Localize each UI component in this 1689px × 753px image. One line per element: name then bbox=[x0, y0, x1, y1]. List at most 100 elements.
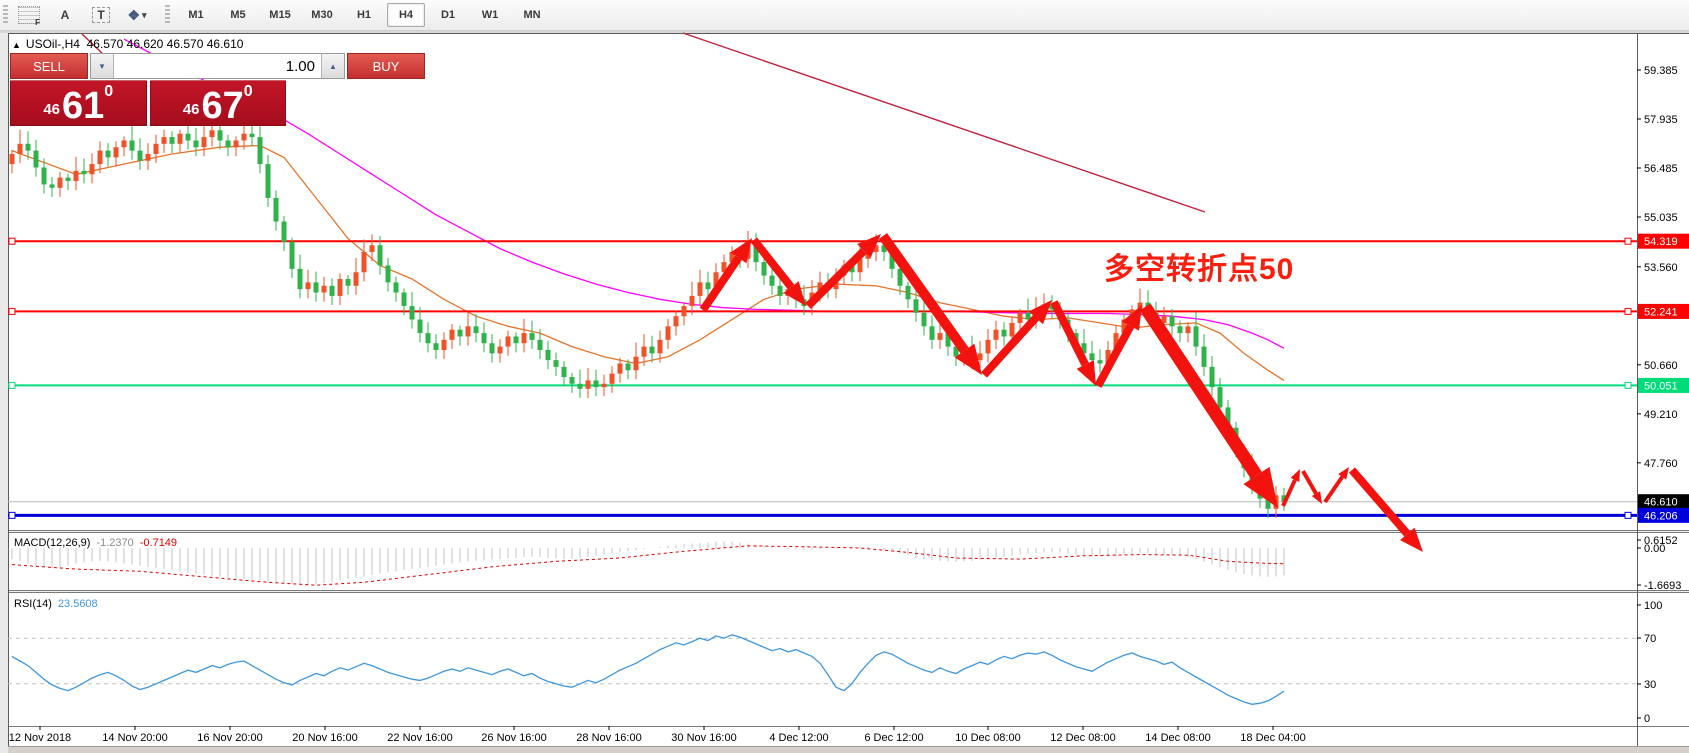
candle-body bbox=[97, 150, 103, 165]
arrow-head[interactable] bbox=[1028, 300, 1052, 325]
arrow-shaft[interactable] bbox=[1323, 475, 1344, 504]
arrow-shaft[interactable] bbox=[1348, 467, 1411, 537]
candle-body bbox=[641, 346, 647, 357]
pane-splitter[interactable] bbox=[8, 530, 1689, 533]
candle-body bbox=[929, 326, 935, 340]
arrow-head[interactable] bbox=[1311, 491, 1322, 504]
candle-body bbox=[1097, 360, 1103, 364]
candle-body bbox=[1105, 349, 1111, 364]
candle-body bbox=[33, 150, 39, 168]
line-handle[interactable] bbox=[1624, 511, 1632, 519]
timeframe-m5-button[interactable]: M5 bbox=[230, 9, 246, 21]
arrow-head[interactable] bbox=[857, 234, 881, 258]
sell-price-display[interactable]: 46 61 0 bbox=[10, 80, 147, 126]
toolbar: F A T ❖ ▾ M1 M5 M15 M30 H1 H4 D1 W1 MN bbox=[0, 0, 1689, 31]
candle-body bbox=[569, 377, 575, 384]
timeframe-h1-button[interactable]: H1 bbox=[356, 9, 372, 21]
arrow-shaft[interactable] bbox=[1139, 303, 1262, 480]
sell-button[interactable]: SELL bbox=[10, 53, 88, 79]
timeframe-w1-button[interactable]: W1 bbox=[481, 9, 499, 21]
arrow-head[interactable] bbox=[1122, 305, 1142, 331]
price-axis[interactable]: 59.385 57.935 56.485 55.035 53.560 50.660 49.2… bbox=[1637, 65, 1689, 725]
volume-increase-button[interactable]: ▲ bbox=[321, 54, 344, 78]
timeframe-m1-button[interactable]: M1 bbox=[188, 9, 204, 21]
text-box-button[interactable]: T bbox=[83, 3, 119, 27]
candle-body bbox=[17, 143, 23, 154]
price-highlight-label: 46.206 bbox=[1644, 510, 1678, 522]
candle-body bbox=[233, 140, 239, 148]
rsi-tick-label: 0 bbox=[1644, 713, 1650, 725]
descending-trendline[interactable] bbox=[682, 32, 1206, 213]
arrow-head[interactable] bbox=[730, 238, 752, 264]
candle-body bbox=[449, 329, 455, 340]
timeframe-m15-button[interactable]: M15 bbox=[269, 9, 291, 21]
candle-body bbox=[1081, 343, 1087, 354]
arrow-shaft[interactable] bbox=[981, 315, 1039, 378]
arrow-shaft[interactable] bbox=[699, 255, 742, 313]
arrow-head[interactable] bbox=[783, 281, 806, 306]
candle-body bbox=[897, 268, 903, 286]
line-handle[interactable] bbox=[8, 381, 16, 389]
line-handle[interactable] bbox=[8, 307, 16, 315]
candle-body bbox=[393, 282, 399, 293]
text-label-button[interactable]: A bbox=[47, 3, 83, 27]
price-highlight-box bbox=[1638, 507, 1689, 523]
trend-arrows[interactable] bbox=[699, 233, 1423, 552]
arrow-shaft[interactable] bbox=[878, 233, 969, 354]
candle-body bbox=[849, 265, 855, 273]
price-highlight-label: 46.610 bbox=[1644, 497, 1678, 509]
arrow-shaft[interactable] bbox=[1050, 300, 1089, 367]
timeframe-m30-button[interactable]: M30 bbox=[311, 9, 333, 21]
arrow-head[interactable] bbox=[1243, 466, 1278, 508]
arrow-shaft[interactable] bbox=[1094, 324, 1135, 388]
toolbar-grip[interactable] bbox=[165, 5, 170, 25]
arrow-shaft[interactable] bbox=[1301, 470, 1318, 495]
time-axis[interactable]: 12 Nov 2018 14 Nov 20:00 16 Nov 20:00 20 No… bbox=[9, 726, 1306, 744]
line-handle[interactable] bbox=[1624, 237, 1632, 245]
toolbar-grip[interactable] bbox=[3, 5, 8, 25]
chart-background bbox=[8, 33, 1689, 746]
trendlines[interactable] bbox=[81, 32, 1206, 213]
template-grid-button[interactable]: F bbox=[11, 3, 47, 27]
volume-decrease-button[interactable]: ▼ bbox=[91, 54, 114, 78]
objects-button[interactable]: ❖ ▾ bbox=[119, 3, 155, 27]
line-handle[interactable] bbox=[1624, 307, 1632, 315]
time-tick-label: 14 Nov 20:00 bbox=[102, 732, 167, 744]
volume-input[interactable] bbox=[114, 54, 321, 78]
one-click-trading-panel: SELL ▼ ▲ BUY 46 61 0 46 67 0 bbox=[10, 53, 425, 127]
buy-price-big: 67 bbox=[201, 84, 244, 127]
arrow-shaft[interactable] bbox=[750, 237, 795, 290]
descending-trendline[interactable] bbox=[81, 33, 105, 56]
pane-splitter[interactable] bbox=[8, 590, 1689, 593]
buy-button[interactable]: BUY bbox=[347, 53, 425, 79]
arrow-shaft[interactable] bbox=[805, 248, 867, 309]
arrow-head[interactable] bbox=[1290, 469, 1300, 482]
arrow-head[interactable] bbox=[1338, 467, 1349, 480]
timeframe-h4-button[interactable]: H4 bbox=[387, 3, 425, 27]
candle-body bbox=[601, 383, 607, 388]
candle-body bbox=[889, 251, 895, 269]
arrow-shaft[interactable] bbox=[1281, 479, 1297, 507]
text-label-icon: A bbox=[60, 8, 70, 22]
line-handle[interactable] bbox=[8, 237, 16, 245]
chart-text-annotation[interactable]: 多空转折点50 bbox=[1104, 253, 1295, 286]
candle-body bbox=[777, 285, 783, 296]
candle-body bbox=[49, 184, 55, 188]
arrow-head[interactable] bbox=[954, 343, 982, 375]
buy-price-display[interactable]: 46 67 0 bbox=[149, 80, 286, 127]
candle-body bbox=[1025, 312, 1031, 320]
horizontal-level-lines[interactable] bbox=[8, 237, 1637, 519]
line-handle[interactable] bbox=[8, 511, 16, 519]
window-frame-left bbox=[0, 33, 8, 753]
candle-body bbox=[657, 339, 663, 354]
line-handle[interactable] bbox=[1624, 381, 1632, 389]
candle-body bbox=[1201, 346, 1207, 367]
timeframe-mn-button[interactable]: MN bbox=[523, 9, 541, 21]
chart-canvas[interactable]: 59.385 57.935 56.485 55.035 53.560 50.660 49.2… bbox=[0, 30, 1689, 753]
collapse-panel-icon[interactable]: ▲ bbox=[12, 40, 21, 50]
timeframe-d1-button[interactable]: D1 bbox=[440, 9, 456, 21]
price-highlight-box bbox=[1638, 233, 1689, 249]
ma-fast-line bbox=[11, 144, 1285, 381]
arrow-head[interactable] bbox=[1400, 527, 1423, 552]
arrow-head[interactable] bbox=[1076, 360, 1096, 386]
